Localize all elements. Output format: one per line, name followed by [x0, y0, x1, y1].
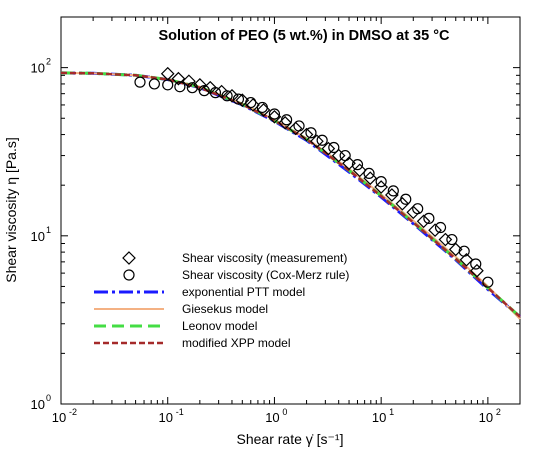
x-tick-label: 10 [479, 410, 493, 425]
series-layer [60, 66, 522, 320]
legend-marker-diamond [122, 251, 136, 265]
data-point-circle [198, 85, 210, 97]
legend-label: Shear viscosity (measurement) [182, 251, 347, 265]
legend-label: Giesekus model [182, 302, 268, 316]
data-point-circle [423, 212, 435, 224]
legend-label: exponential PTT model [182, 285, 305, 299]
y-tick-exponent: 2 [46, 57, 51, 67]
data-point-circle [148, 78, 160, 90]
data-point-diamond [363, 171, 378, 186]
legend-label: Shear viscosity (Cox-Merz rule) [182, 268, 349, 282]
legend: Shear viscosity (measurement) Shear visco… [94, 251, 349, 350]
legend-label: Leonov model [182, 319, 257, 333]
data-point-circle [134, 76, 146, 88]
x-tick-label: 10 [372, 410, 386, 425]
series-line-giesekus-model [60, 71, 521, 320]
x-tick-exponent: 0 [282, 407, 287, 417]
x-tick-label: 10 [52, 410, 66, 425]
chart-title: Solution of PEO (5 wt.%) in DMSO at 35 °… [159, 28, 451, 44]
x-tick-exponent: -1 [176, 407, 184, 417]
data-point-circle [268, 108, 281, 120]
data-point-diamond [331, 148, 346, 163]
ticks-layer: 10 -2 10 -1 10 0 10 1 10 210 010 110 2 [31, 16, 521, 425]
data-point-diamond [385, 188, 399, 202]
y-axis-title: Shear viscosity η [Pa.s] [3, 137, 19, 283]
y-tick-exponent: 0 [46, 393, 51, 403]
data-point-circle [328, 141, 340, 154]
x-axis-title: Shear rate γ̇ [s⁻¹] [237, 431, 344, 447]
data-point-circle [256, 101, 268, 114]
data-point-diamond [225, 88, 239, 103]
data-point-diamond [395, 196, 410, 211]
x-tick-exponent: -2 [69, 407, 77, 417]
data-point-circle [186, 82, 198, 94]
data-point-circle [174, 81, 186, 93]
data-point-diamond [438, 232, 453, 247]
data-point-diamond [171, 71, 186, 86]
data-point-circle [412, 203, 424, 215]
data-point-circle [363, 167, 375, 180]
data-point-diamond [310, 134, 324, 149]
x-tick-label: 10 [158, 410, 172, 425]
data-point-circle [400, 193, 412, 205]
data-point-diamond [267, 109, 282, 124]
x-tick-exponent: 1 [389, 407, 394, 417]
data-point-circle [387, 185, 399, 197]
data-point-circle [280, 114, 293, 126]
y-tick-label: 10 [31, 61, 45, 76]
data-point-circle [245, 96, 257, 109]
data-point-diamond [406, 205, 421, 220]
legend-label: modified XPP model [182, 336, 291, 350]
data-point-circle [351, 159, 364, 171]
data-point-circle [221, 90, 233, 102]
data-point-diamond [235, 93, 250, 108]
data-point-circle [316, 134, 328, 146]
x-tick-exponent: 2 [496, 407, 501, 417]
data-point-circle [482, 276, 494, 288]
data-point-diamond [416, 214, 431, 229]
data-point-diamond [182, 74, 196, 89]
data-point-diamond [448, 242, 463, 257]
data-point-diamond [428, 223, 442, 238]
data-point-diamond [299, 127, 314, 142]
data-point-diamond [214, 84, 229, 99]
y-tick-label: 10 [31, 397, 45, 412]
data-point-circle [375, 176, 387, 188]
x-tick-label: 10 [265, 410, 279, 425]
data-point-diamond [352, 163, 367, 178]
data-point-circle [305, 127, 317, 139]
data-point-circle [293, 120, 305, 132]
data-point-circle [232, 93, 245, 105]
y-tick-label: 10 [31, 229, 45, 244]
data-point-circle [446, 233, 458, 246]
data-point-diamond [321, 141, 336, 156]
data-point-diamond [288, 121, 303, 136]
data-point-diamond [459, 252, 474, 267]
data-point-circle [209, 87, 222, 99]
data-point-circle [470, 258, 482, 270]
y-tick-exponent: 1 [46, 225, 51, 235]
data-point-circle [458, 245, 470, 257]
data-point-circle [162, 79, 174, 91]
legend-marker-circle [123, 269, 135, 281]
data-point-diamond [246, 98, 260, 112]
data-point-circle [339, 149, 351, 162]
plot-frame [60, 16, 521, 405]
data-point-circle [434, 221, 447, 234]
